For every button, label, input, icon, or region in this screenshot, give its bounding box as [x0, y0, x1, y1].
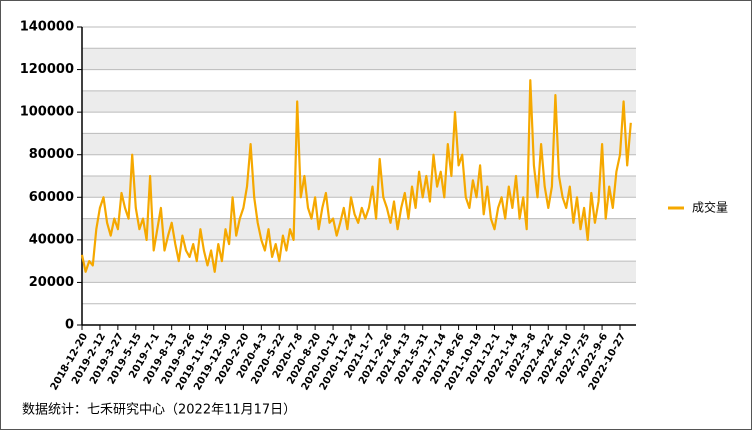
grid-band	[82, 133, 636, 155]
legend-label: 成交量	[692, 200, 728, 215]
y-tick-label: 100000	[20, 105, 74, 120]
grid-band	[82, 48, 636, 70]
grid-band	[82, 261, 636, 283]
y-tick-label: 20000	[29, 275, 74, 290]
grid-band	[82, 90, 636, 113]
y-tick-label: 40000	[29, 232, 74, 247]
grid-band	[82, 218, 636, 240]
footnote: 数据统计：七禾研究中心（2022年11月17日）	[22, 403, 296, 418]
y-tick-label: 140000	[20, 20, 74, 35]
grid-band	[82, 176, 636, 198]
line-series	[80, 79, 632, 273]
y-tick-label: 80000	[29, 147, 74, 162]
y-tick-label: 60000	[29, 190, 74, 205]
y-tick-label: 0	[65, 318, 74, 333]
y-tick-label: 120000	[20, 62, 74, 77]
